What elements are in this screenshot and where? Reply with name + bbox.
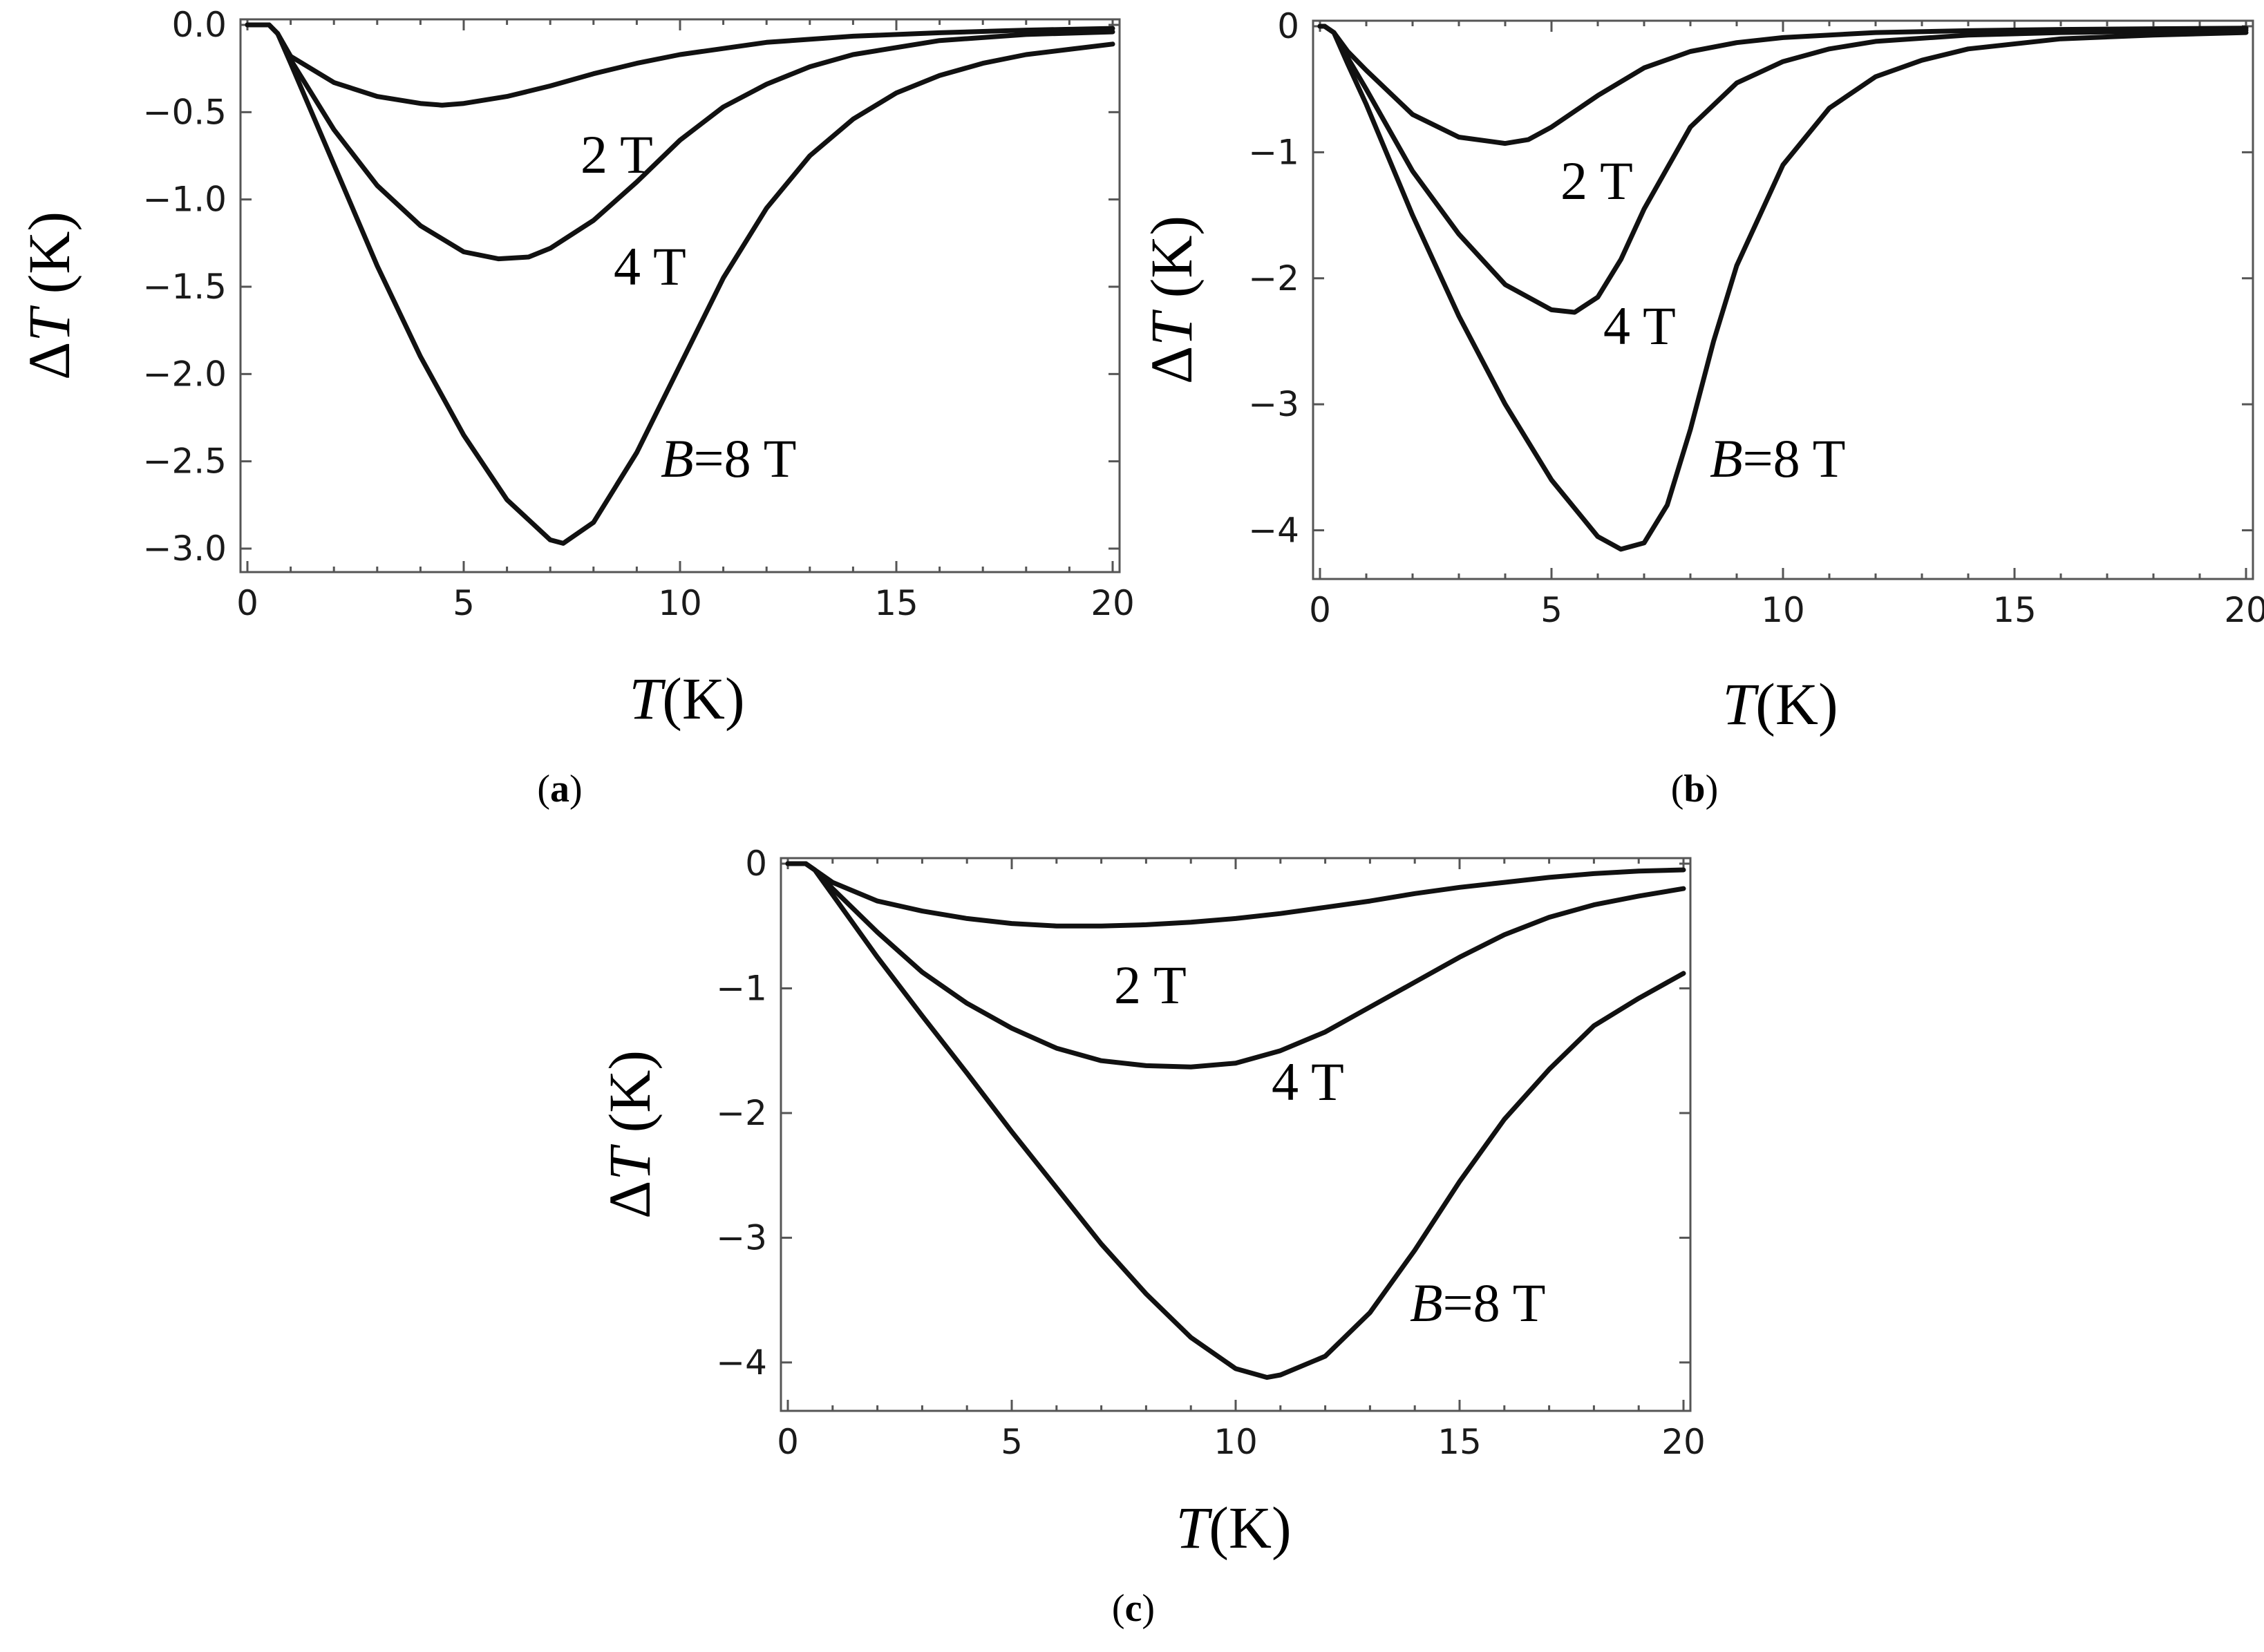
x-axis-label: T(K) [1722, 671, 1838, 737]
x-tick-label: 0 [777, 1422, 799, 1462]
x-axis-label: T(K) [629, 665, 744, 732]
series-line-b-8-t [245, 22, 1115, 546]
series-annotation: 4 T [614, 236, 686, 296]
panel-caption: (c) [1112, 1587, 1155, 1630]
series-annotation: B=8 T [661, 428, 796, 488]
y-tick-label: −2 [716, 1093, 767, 1133]
x-tick-label: 5 [1001, 1422, 1023, 1462]
x-tick-label: 10 [658, 583, 702, 623]
series-line-4-t [785, 861, 1686, 1070]
panel-c: 0 5 10 15 20 0 −1 −2 −3 −4 2 T 4 T B=8 T T(K) ΔT (K) (c… [596, 844, 1706, 1630]
series-annotation: 2 T [1560, 151, 1633, 211]
series-annotation: B=8 T [1410, 1273, 1545, 1333]
panel-caption: (a) [537, 768, 582, 810]
y-axis-label: ΔT (K) [596, 1050, 663, 1219]
panel-caption: (b) [1671, 768, 1718, 810]
series-annotation: 4 T [1272, 1052, 1344, 1112]
y-tick-label: −2.0 [143, 354, 227, 394]
series-annotation: 4 T [1603, 296, 1676, 356]
x-tick-label: 15 [1437, 1422, 1482, 1462]
y-tick-label: −2.5 [143, 442, 227, 482]
y-tick-label: 0 [1277, 6, 1299, 46]
series-line-b-8-t [785, 861, 1686, 1380]
x-tick-label: 0 [236, 583, 258, 623]
x-tick-label: 10 [1761, 590, 1805, 630]
y-tick-label: −3 [716, 1217, 767, 1257]
series-line-b-8-t [1317, 23, 2249, 552]
x-axis-label: T(K) [1176, 1494, 1291, 1561]
y-tick-label: −1.5 [143, 267, 227, 307]
y-tick-label: −4 [1248, 511, 1299, 551]
x-tick-label: 20 [2224, 590, 2264, 630]
y-tick-label: −3.0 [143, 529, 227, 569]
x-tick-label: 15 [874, 583, 918, 623]
y-tick-label: −2 [1248, 258, 1299, 298]
x-tick-label: 20 [1091, 583, 1135, 623]
y-tick-label: −0.5 [143, 92, 227, 132]
series-annotation: B=8 T [1710, 428, 1845, 488]
x-tick-label: 15 [1992, 590, 2037, 630]
x-tick-label: 0 [1309, 590, 1331, 630]
y-tick-label: −3 [1248, 384, 1299, 424]
y-tick-label: −1 [1248, 132, 1299, 172]
y-axis-label: ΔT (K) [1138, 216, 1205, 384]
panel-b: 0 5 10 15 20 0 −1 −2 −3 −4 2 T 4 T B=8 T T(K) ΔT (K) (b… [1138, 6, 2264, 810]
series-line-2-t [1317, 23, 2249, 146]
y-axis-label: ΔT (K) [16, 211, 82, 380]
y-tick-label: 0 [745, 844, 767, 884]
series-line-4-t [245, 22, 1115, 262]
y-tick-label: −1 [716, 968, 767, 1008]
series-line-2-t [785, 861, 1686, 929]
x-tick-label: 10 [1214, 1422, 1258, 1462]
plot-frame [780, 857, 1692, 1412]
x-tick-label: 20 [1661, 1422, 1706, 1462]
y-tick-label: −4 [716, 1342, 767, 1383]
series-line-4-t [1317, 23, 2249, 315]
x-tick-label: 5 [453, 583, 475, 623]
series-annotation: 2 T [581, 124, 653, 184]
x-tick-label: 5 [1540, 590, 1563, 630]
y-tick-label: −1.0 [143, 180, 227, 220]
panel-a: 0 5 10 15 20 0.0 −0.5 −1.0 −1.5 −2.0 −2.5 −3.0 2 T 4 … [16, 5, 1135, 810]
series-annotation: 2 T [1114, 955, 1187, 1015]
y-tick-label: 0.0 [171, 5, 227, 45]
